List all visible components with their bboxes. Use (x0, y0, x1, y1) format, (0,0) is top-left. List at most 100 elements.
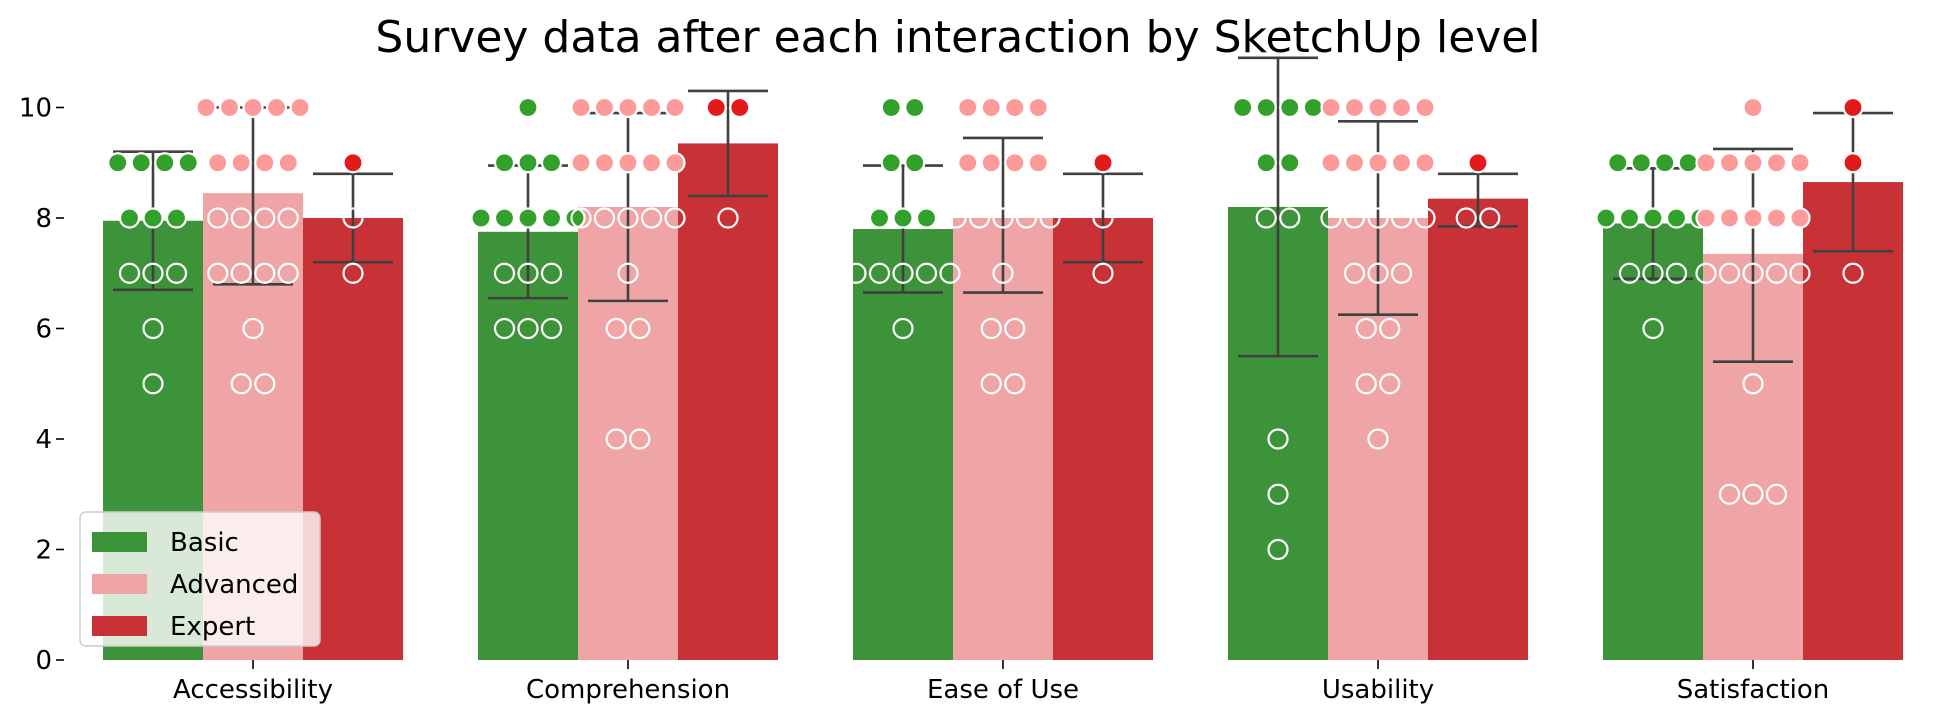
data-point (664, 207, 686, 229)
data-point (242, 317, 264, 340)
data-point (1092, 152, 1114, 174)
data-point (880, 96, 902, 119)
data-point (593, 207, 616, 229)
data-point (892, 317, 914, 340)
data-point (1279, 96, 1301, 119)
data-point (1267, 538, 1289, 561)
data-point (207, 207, 229, 229)
data-point (1367, 428, 1389, 450)
data-point (845, 262, 867, 284)
data-point (265, 96, 288, 119)
y-tick-label: 2 (35, 536, 52, 566)
chart-title: Survey data after each interaction by Sk… (375, 12, 1540, 63)
data-point (1320, 152, 1342, 174)
data-point (277, 152, 299, 174)
data-point (1092, 262, 1114, 284)
data-point (1718, 207, 1741, 229)
data-point (1607, 152, 1629, 174)
data-point (1320, 96, 1342, 119)
data-point (1742, 483, 1764, 505)
data-point (540, 207, 563, 229)
data-point (570, 152, 592, 174)
data-point (277, 207, 299, 229)
data-point (1379, 317, 1401, 340)
data-point (1642, 207, 1664, 229)
data-point (564, 207, 586, 229)
data-point (1789, 152, 1811, 174)
data-point (1004, 96, 1026, 119)
data-point (992, 207, 1014, 229)
data-point (1414, 207, 1436, 229)
data-point (570, 96, 592, 119)
data-point (1789, 262, 1811, 284)
data-point (1455, 207, 1477, 229)
data-point (1842, 96, 1864, 119)
data-point (1414, 96, 1436, 119)
data-point (1367, 262, 1389, 284)
data-point (1842, 152, 1864, 174)
data-point (254, 373, 276, 395)
data-point (207, 262, 229, 284)
data-point (605, 428, 627, 450)
data-point (640, 96, 663, 119)
data-point (1004, 373, 1026, 395)
axes-layer: 0 2 4 6 8 10 Accessibility Comprehension Ease of… (19, 94, 1829, 706)
x-tick-label: Satisfaction (1677, 675, 1830, 705)
data-point (165, 262, 188, 284)
data-point (1677, 152, 1699, 174)
data-point (1390, 96, 1413, 119)
data-point (617, 152, 639, 174)
data-point (1718, 262, 1741, 284)
data-point (517, 317, 539, 340)
data-point (1695, 207, 1717, 229)
data-point (254, 207, 276, 229)
data-point (118, 262, 141, 284)
data-point (142, 262, 164, 284)
data-point (957, 152, 979, 174)
data-point (1765, 152, 1788, 174)
data-point (493, 262, 516, 284)
data-point (968, 207, 991, 229)
data-point (470, 207, 492, 229)
data-point (230, 207, 252, 229)
data-point (1742, 96, 1764, 119)
data-point (1390, 262, 1413, 284)
data-point (570, 207, 592, 229)
data-point (1255, 152, 1277, 174)
data-point (980, 96, 1002, 119)
data-point (904, 96, 926, 119)
data-point (1343, 207, 1366, 229)
data-point (1255, 96, 1277, 119)
data-point (915, 207, 938, 229)
legend-label-basic: Basic (170, 528, 239, 558)
x-tick-label: Ease of Use (927, 675, 1079, 705)
data-point (980, 373, 1002, 395)
data-point (254, 152, 276, 174)
data-point (980, 152, 1002, 174)
data-point (1027, 96, 1049, 119)
data-point (1343, 262, 1366, 284)
data-point (1695, 262, 1717, 284)
data-point (130, 152, 152, 174)
data-point (1642, 317, 1664, 340)
legend-label-expert: Expert (170, 612, 255, 642)
y-tick-label: 6 (35, 315, 52, 345)
data-point (207, 152, 229, 174)
data-point (1355, 317, 1377, 340)
data-point (617, 262, 639, 284)
data-point (517, 152, 539, 174)
data-point (154, 152, 176, 174)
data-point (195, 96, 217, 119)
data-point (277, 262, 299, 284)
data-point (517, 207, 539, 229)
bars-layer (103, 143, 1903, 661)
legend-swatch-advanced (92, 574, 147, 594)
data-point (540, 262, 563, 284)
data-point (945, 207, 967, 229)
data-point (1642, 262, 1664, 284)
data-point (892, 207, 914, 229)
data-point (493, 317, 516, 340)
y-tick-label: 8 (35, 204, 52, 234)
data-point (218, 96, 241, 119)
